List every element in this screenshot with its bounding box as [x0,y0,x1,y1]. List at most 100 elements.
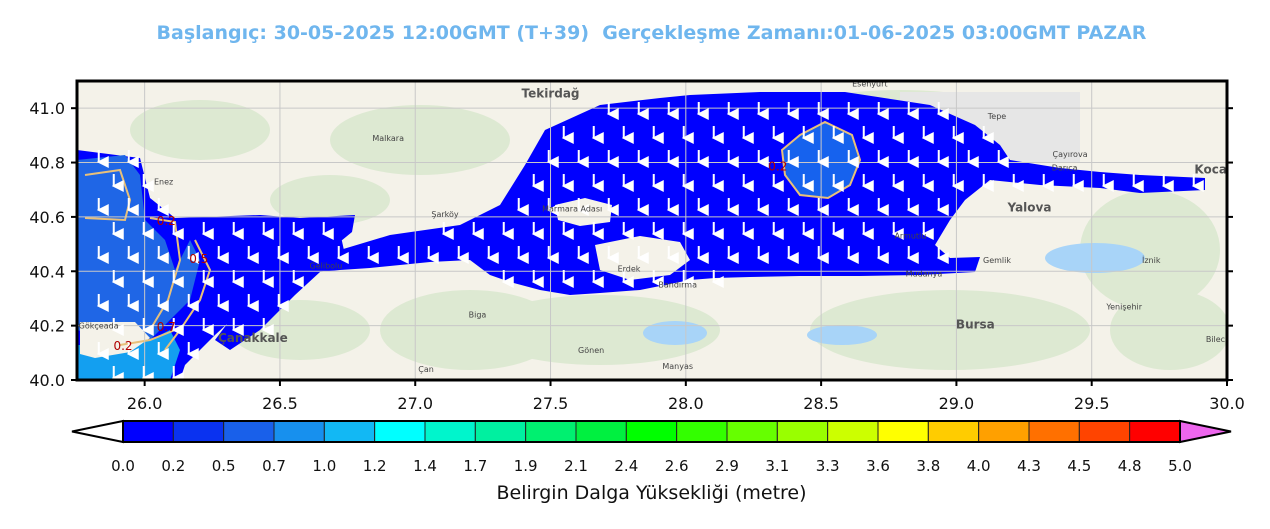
place-label: Bursa [956,317,995,331]
colorbar-swatch [676,420,728,443]
colorbar-level-label: 0.5 [212,457,236,475]
colorbar-swatch [374,420,426,443]
colorbar-swatch [927,420,980,443]
colorbar-swatch [827,420,879,443]
terrain-patch [1080,190,1220,310]
contour-label: 0.5 [189,252,208,266]
y-tick-label: 40.6 [29,208,65,227]
colorbar-level-label: 0.7 [262,457,286,475]
x-tick-label: 27.0 [397,394,433,413]
sea-wave-field [77,92,1205,380]
x-tick-label: 29.0 [939,394,975,413]
x-tick-label: 28.0 [668,394,704,413]
colorbar-swatch [776,420,829,443]
place-label: Malkara [372,134,404,143]
contour-label: 0.2 [157,214,176,228]
terrain-patch [1110,290,1227,370]
colorbar-swatch [172,420,225,443]
colorbar-swatch [1129,420,1181,443]
y-tick-label: 41.0 [29,99,65,118]
colorbar-level-label: 1.0 [312,457,336,475]
place-label: Armutlu [894,232,926,241]
colorbar-swatch [1028,420,1080,443]
colorbar-swatch [424,420,476,443]
place-labels: Tekirdağ Kocaeli Yalova Bursa Çanakkale Bandı… [79,79,1243,374]
x-tick-label: 29.5 [1074,394,1110,413]
place-label: Bilecik [1206,335,1232,344]
colorbar-label: Belirgin Dalga Yüksekliği (metre) [496,482,807,504]
place-label: Çanakkale [218,331,288,345]
colorbar-swatch [575,420,627,443]
colorbar-over-extend [1179,419,1232,444]
chart-title: Başlangıç: 30-05-2025 12:00GMT (T+39) Ge… [156,22,1147,44]
place-label: Mudanya [906,270,943,279]
colorbar-frame [122,420,1181,443]
x-tick-label: 26.0 [127,394,163,413]
colorbar-level-label: 5.0 [1168,457,1192,475]
colorbar-level-label: 3.3 [816,457,840,475]
colorbar-swatch [122,420,174,443]
colorbar-level-label: 0.2 [161,457,185,475]
place-label: Gelibolu [310,262,343,271]
x-axis: 26.0 26.5 27.0 27.5 28.0 28.5 29.0 29.5 30.0 [127,380,1245,413]
colorbar-level-label: 4.8 [1118,457,1142,475]
place-label: Enez [154,177,173,186]
y-tick-label: 40.2 [29,317,65,336]
colorbar-level-label: 0.0 [111,457,135,475]
lake-iznik [1045,243,1145,273]
colorbar-swatch [726,420,778,443]
colorbar-swatch [273,420,325,443]
x-tick-label: 28.5 [803,394,839,413]
colorbar-level-label: 2.6 [665,457,689,475]
colorbar-level-label: 4.5 [1067,457,1091,475]
terrain-patch [330,105,510,175]
place-label: Erdek [618,264,641,273]
colorbar-level-label: 1.2 [363,457,387,475]
place-label: Gönen [578,346,604,355]
colorbar-swatch [525,420,577,443]
terrain-patch [130,100,270,160]
colorbar-level-label: 2.4 [614,457,638,475]
y-axis: 40.0 40.2 40.4 40.6 40.8 41.0 [29,99,1233,390]
terrain-patch [810,290,1090,370]
y-tick-label: 40.8 [29,154,65,173]
colorbar-level-label: 4.0 [967,457,991,475]
contour-label: 0.7 [157,320,176,334]
colorbar-swatch [223,420,275,443]
terrain-patch [270,175,390,225]
colorbar-swatch [978,420,1030,443]
colorbar-swatch [323,420,376,443]
colorbar-level-label: 2.1 [564,457,588,475]
place-label: Tepe [987,112,1007,121]
place-label: Gemlik [983,256,1011,265]
y-tick-label: 40.0 [29,371,65,390]
place-label: Esenyurt [852,79,887,88]
place-label: Bandırma [658,281,697,290]
contour-lines-west [84,168,212,351]
colorbar-level-label: 3.6 [866,457,890,475]
wave-direction-arrows [96,102,1204,380]
place-label: Manyas [662,362,693,371]
colorbar-under-extend [71,419,124,444]
colorbar-level-label: 2.9 [715,457,739,475]
lake-uluabat [807,325,877,345]
x-tick-label: 27.5 [533,394,569,413]
place-label: İznik [1142,255,1161,265]
place-label: Biga [469,310,487,319]
place-label: Marmara Adası [542,204,602,213]
colorbar-level-label: 1.4 [413,457,437,475]
place-label: Tekirdağ [522,86,580,100]
colorbar-level-label: 1.9 [514,457,538,475]
place-label: Kocaeli [1194,162,1243,176]
place-label: Darıca [1052,164,1078,173]
lake-manyas [643,321,707,345]
place-label: Çayırova [1053,150,1088,159]
colorbar-level-label: 4.3 [1017,457,1041,475]
place-label: Gökçeada [79,321,119,330]
colorbar-swatch [1078,420,1131,443]
plot-frame [75,79,1229,382]
colorbar-level-label: 3.8 [916,457,940,475]
place-label: Yenişehir [1105,302,1142,311]
